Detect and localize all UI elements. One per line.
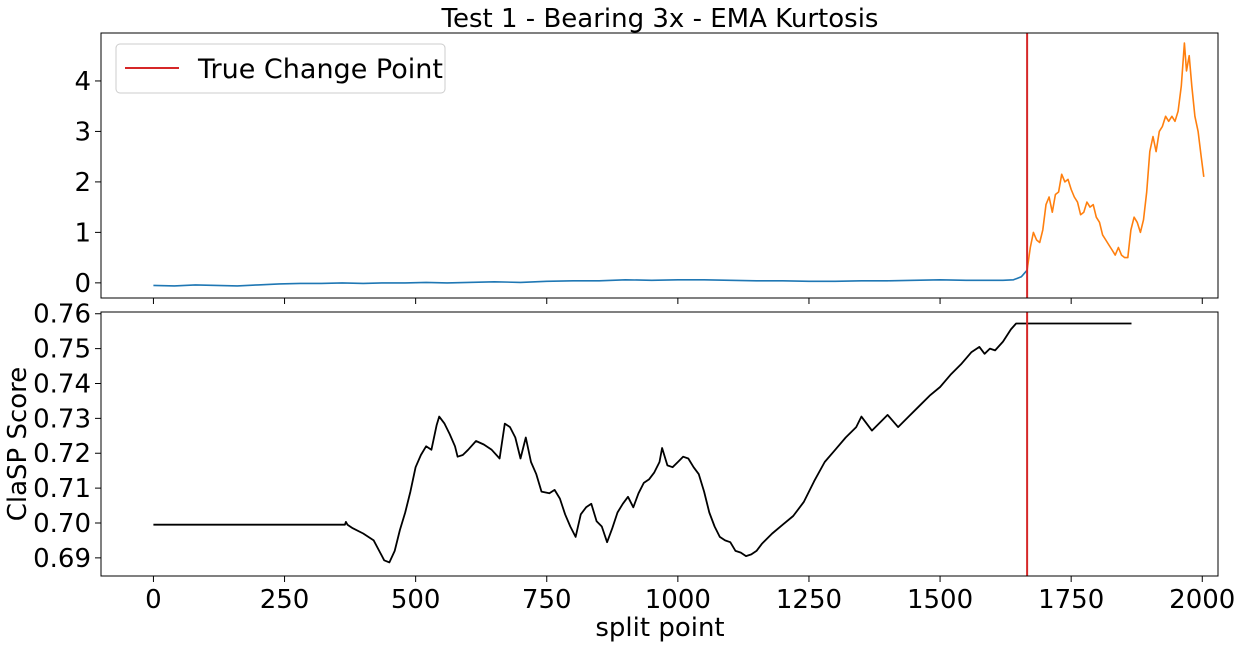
y-tick-label: 0.74 — [33, 369, 91, 399]
y-tick-label: 3 — [74, 117, 91, 147]
legend-label-true-change-point: True Change Point — [197, 54, 443, 85]
top-panel: Test 1 - Bearing 3x - EMA Kurtosis 0 1 2 3 4… — [74, 4, 1219, 304]
y-tick-label: 2 — [74, 168, 91, 198]
x-tick-label: 2000 — [1169, 585, 1235, 615]
bottom-plot-area: 0 250 500 750 1000 1250 1500 1750 2000 0.69 0.70 0.… — [33, 300, 1235, 615]
x-tick-label: 500 — [391, 585, 441, 615]
x-axis-title: split point — [595, 613, 724, 643]
legend: True Change Point — [115, 43, 446, 94]
y-axis-title: ClaSP Score — [3, 367, 33, 522]
x-tick-label: 0 — [145, 585, 162, 615]
x-tick-label: 750 — [522, 585, 572, 615]
bottom-plot-frame — [100, 311, 1219, 577]
y-tick-label: 0.69 — [33, 544, 91, 574]
top-plot-frame — [100, 32, 1219, 299]
y-tick-label: 0.76 — [33, 300, 91, 330]
y-tick-label: 0 — [74, 269, 91, 299]
chart-title: Test 1 - Bearing 3x - EMA Kurtosis — [441, 4, 879, 34]
y-tick-label: 0.70 — [33, 509, 91, 539]
y-tick-label: 0.75 — [33, 335, 91, 365]
y-tick-label: 0.71 — [33, 474, 91, 504]
series-line-clasp-0 — [153, 322, 1132, 564]
y-tick-label: 4 — [74, 67, 91, 97]
x-tick-label: 1000 — [645, 585, 711, 615]
x-tick-label: 250 — [260, 585, 310, 615]
y-tick-label: 0.73 — [33, 404, 91, 434]
x-tick-label: 1750 — [1038, 585, 1104, 615]
top-plot-area: 0 1 2 3 4 — [74, 33, 1205, 304]
series-line-kurtosis-0 — [153, 269, 1028, 287]
bottom-panel: 0 250 500 750 1000 1250 1500 1750 2000 0.69 0.70 0.… — [3, 300, 1235, 643]
x-tick-label: 1250 — [776, 585, 842, 615]
y-tick-label: 1 — [74, 218, 91, 248]
legend-box — [115, 43, 446, 94]
y-tick-label: 0.72 — [33, 439, 91, 469]
series-line-kurtosis-1 — [1026, 42, 1205, 271]
x-tick-label: 1500 — [907, 585, 973, 615]
